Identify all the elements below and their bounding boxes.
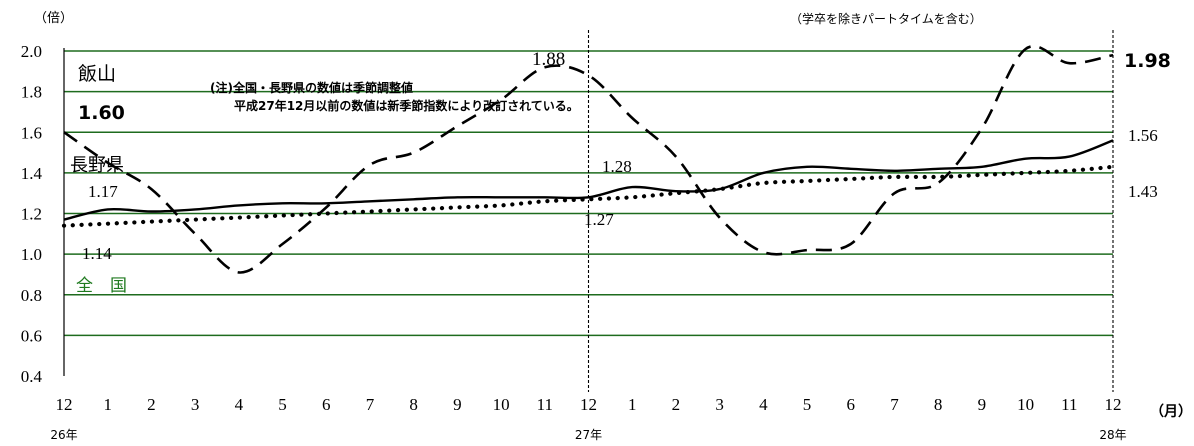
- x-tick-label: 6: [322, 395, 331, 414]
- x-tick-label: 7: [366, 395, 375, 414]
- end-value-iiyama: 1.98: [1124, 50, 1171, 72]
- divider-lines: [587, 30, 1114, 392]
- start-value-nagano: 1.17: [88, 182, 118, 201]
- x-tick-label: 12: [1105, 395, 1122, 414]
- y-tick-label: 1.4: [21, 164, 43, 183]
- start-value-national: 1.14: [82, 244, 112, 263]
- annotation-national-12: 1.27: [584, 210, 614, 229]
- x-tick-label: 11: [537, 395, 553, 414]
- series-name-national: 全 国: [76, 276, 127, 296]
- series-line-nagano: [63, 139, 1114, 221]
- x-tick-label: 4: [759, 395, 768, 414]
- chart-subtitle: （学卒を除きパートタイムを含む）: [790, 11, 982, 26]
- y-tick-label: 1.6: [21, 123, 42, 142]
- series-name-iiyama: 飯山: [78, 63, 116, 85]
- note-line-1: (注)全国・長野県の数値は季節調整値: [210, 80, 413, 95]
- x-tick-label: 10: [1017, 395, 1034, 414]
- x-tick-label: 5: [278, 395, 287, 414]
- axes: 0.40.60.81.01.21.41.61.82.012 1 2 3 4 5 6 7 8 9 10…: [21, 42, 1127, 442]
- annotation-nagano-12: 1.28: [602, 157, 632, 176]
- x-tick-label: 6: [847, 395, 856, 414]
- x-tick-label: 12: [56, 395, 73, 414]
- y-tick-label: 1.2: [21, 205, 42, 224]
- end-value-nagano: 1.56: [1128, 126, 1158, 145]
- x-tick-label: 2: [672, 395, 681, 414]
- x-unit-label: （月）: [1150, 404, 1192, 420]
- year-label: 28年: [1099, 428, 1126, 442]
- x-tick-label: 8: [934, 395, 943, 414]
- x-tick-label: 9: [978, 395, 987, 414]
- series-name-nagano: 長野県: [70, 155, 124, 176]
- end-value-national: 1.43: [1128, 182, 1158, 201]
- start-value-iiyama: 1.60: [78, 102, 125, 124]
- x-tick-label: 9: [453, 395, 462, 414]
- y-unit-label: （倍）: [34, 11, 73, 26]
- y-tick-label: 0.8: [21, 286, 42, 305]
- x-tick-label: 1: [628, 395, 637, 414]
- note-line-2: 平成27年12月以前の数値は新季節指数により改訂されている。: [234, 98, 579, 113]
- year-label: 27年: [575, 428, 602, 442]
- year-label: 26年: [50, 428, 77, 442]
- y-tick-label: 0.6: [21, 326, 42, 345]
- x-tick-label: 7: [890, 395, 899, 414]
- series-lines: [61, 45, 1116, 274]
- x-tick-label: 10: [493, 395, 510, 414]
- x-tick-label: 8: [409, 395, 418, 414]
- y-tick-label: 1.0: [21, 245, 42, 264]
- x-tick-label: 12: [580, 395, 597, 414]
- x-tick-label: 11: [1061, 395, 1077, 414]
- series-line-national: [61, 164, 1116, 228]
- x-tick-label: 3: [191, 395, 200, 414]
- y-tick-label: 2.0: [21, 42, 42, 61]
- annotation-iiyama-12: 1.88: [532, 49, 565, 70]
- chart-labels: （倍） （月） （学卒を除きパートタイムを含む） (注)全国・長野県の数値は季節…: [34, 11, 1192, 420]
- x-tick-label: 1: [103, 395, 112, 414]
- y-tick-label: 1.8: [21, 83, 42, 102]
- y-tick-label: 0.4: [21, 367, 43, 386]
- x-tick-label: 5: [803, 395, 812, 414]
- x-tick-label: 4: [235, 395, 244, 414]
- x-tick-label: 3: [715, 395, 724, 414]
- x-tick-label: 2: [147, 395, 156, 414]
